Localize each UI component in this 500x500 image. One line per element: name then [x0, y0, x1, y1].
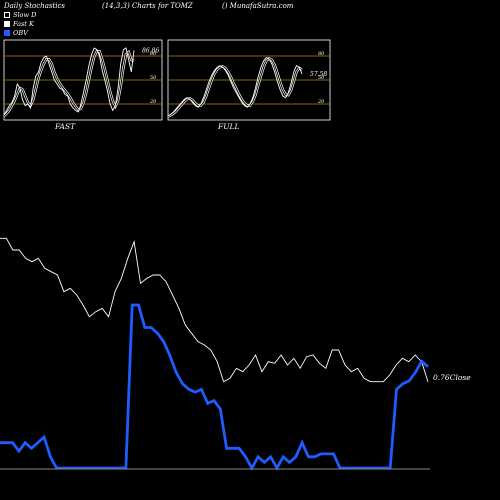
- fast-panel: 80 50 20 86.86 FAST: [3, 39, 163, 131]
- close-price-line: [0, 237, 429, 383]
- full-level-80-label: 80: [318, 51, 325, 57]
- full-level-50-label: 50: [318, 75, 325, 81]
- fast-slow-d-line: [3, 50, 135, 117]
- legend-label-slow-d: Slow D: [13, 11, 37, 19]
- legend-swatch-obv: [4, 30, 10, 36]
- fast-caption: FAST: [54, 122, 76, 131]
- chart-title-right: () MunafaSutra.com: [222, 2, 294, 10]
- legend-label-obv: OBV: [13, 29, 28, 37]
- legend-item-obv: OBV: [4, 29, 28, 37]
- legend-item-slow-d: Slow D: [4, 11, 36, 19]
- price-obv-panel: 0.76Close: [0, 237, 471, 471]
- fast-slow-d-outline: [3, 49, 135, 117]
- fast-level-20-label: 20: [149, 99, 157, 105]
- full-last-value: 57.58: [310, 71, 327, 78]
- chart-title-left: Daily Stochastics: [4, 2, 66, 10]
- fast-last-value: 86.86: [142, 48, 159, 55]
- legend-item-fast-k: Fast K: [4, 20, 34, 28]
- full-slow-d-line: [167, 57, 303, 118]
- full-fast-k-line: [167, 57, 303, 117]
- close-value-label: 0.76Close: [433, 373, 471, 382]
- fast-fast-k-line: [3, 47, 135, 116]
- legend-swatch-slow-d: [4, 12, 10, 18]
- full-level-20-label: 20: [317, 99, 325, 105]
- legend-swatch-fast-k: [4, 21, 10, 27]
- full-panel: 80 50 20 57.58 FULL: [167, 39, 331, 131]
- legend-label-fast-k: Fast K: [13, 20, 34, 28]
- fast-level-80-label: 80: [150, 51, 157, 57]
- chart-title-mid: (14,3,3) Charts for TOMZ: [102, 2, 193, 10]
- full-caption: FULL: [217, 122, 240, 131]
- fast-level-50-label: 50: [150, 75, 157, 81]
- obv-line: [0, 303, 429, 471]
